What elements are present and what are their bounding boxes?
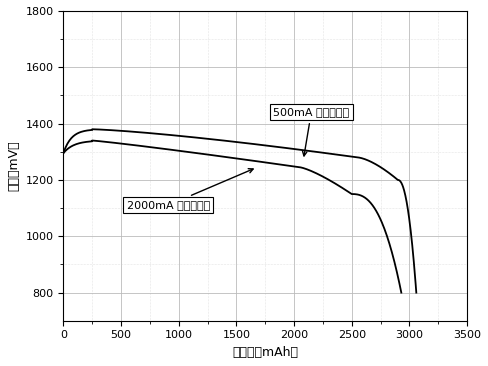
Text: 2000mA 恒电流放电: 2000mA 恒电流放电 — [127, 169, 253, 210]
Y-axis label: 电压（mV）: 电压（mV） — [7, 141, 20, 191]
X-axis label: 电容量（mAh）: 电容量（mAh） — [232, 346, 298, 359]
Text: 500mA 恒电流放电: 500mA 恒电流放电 — [273, 107, 349, 156]
